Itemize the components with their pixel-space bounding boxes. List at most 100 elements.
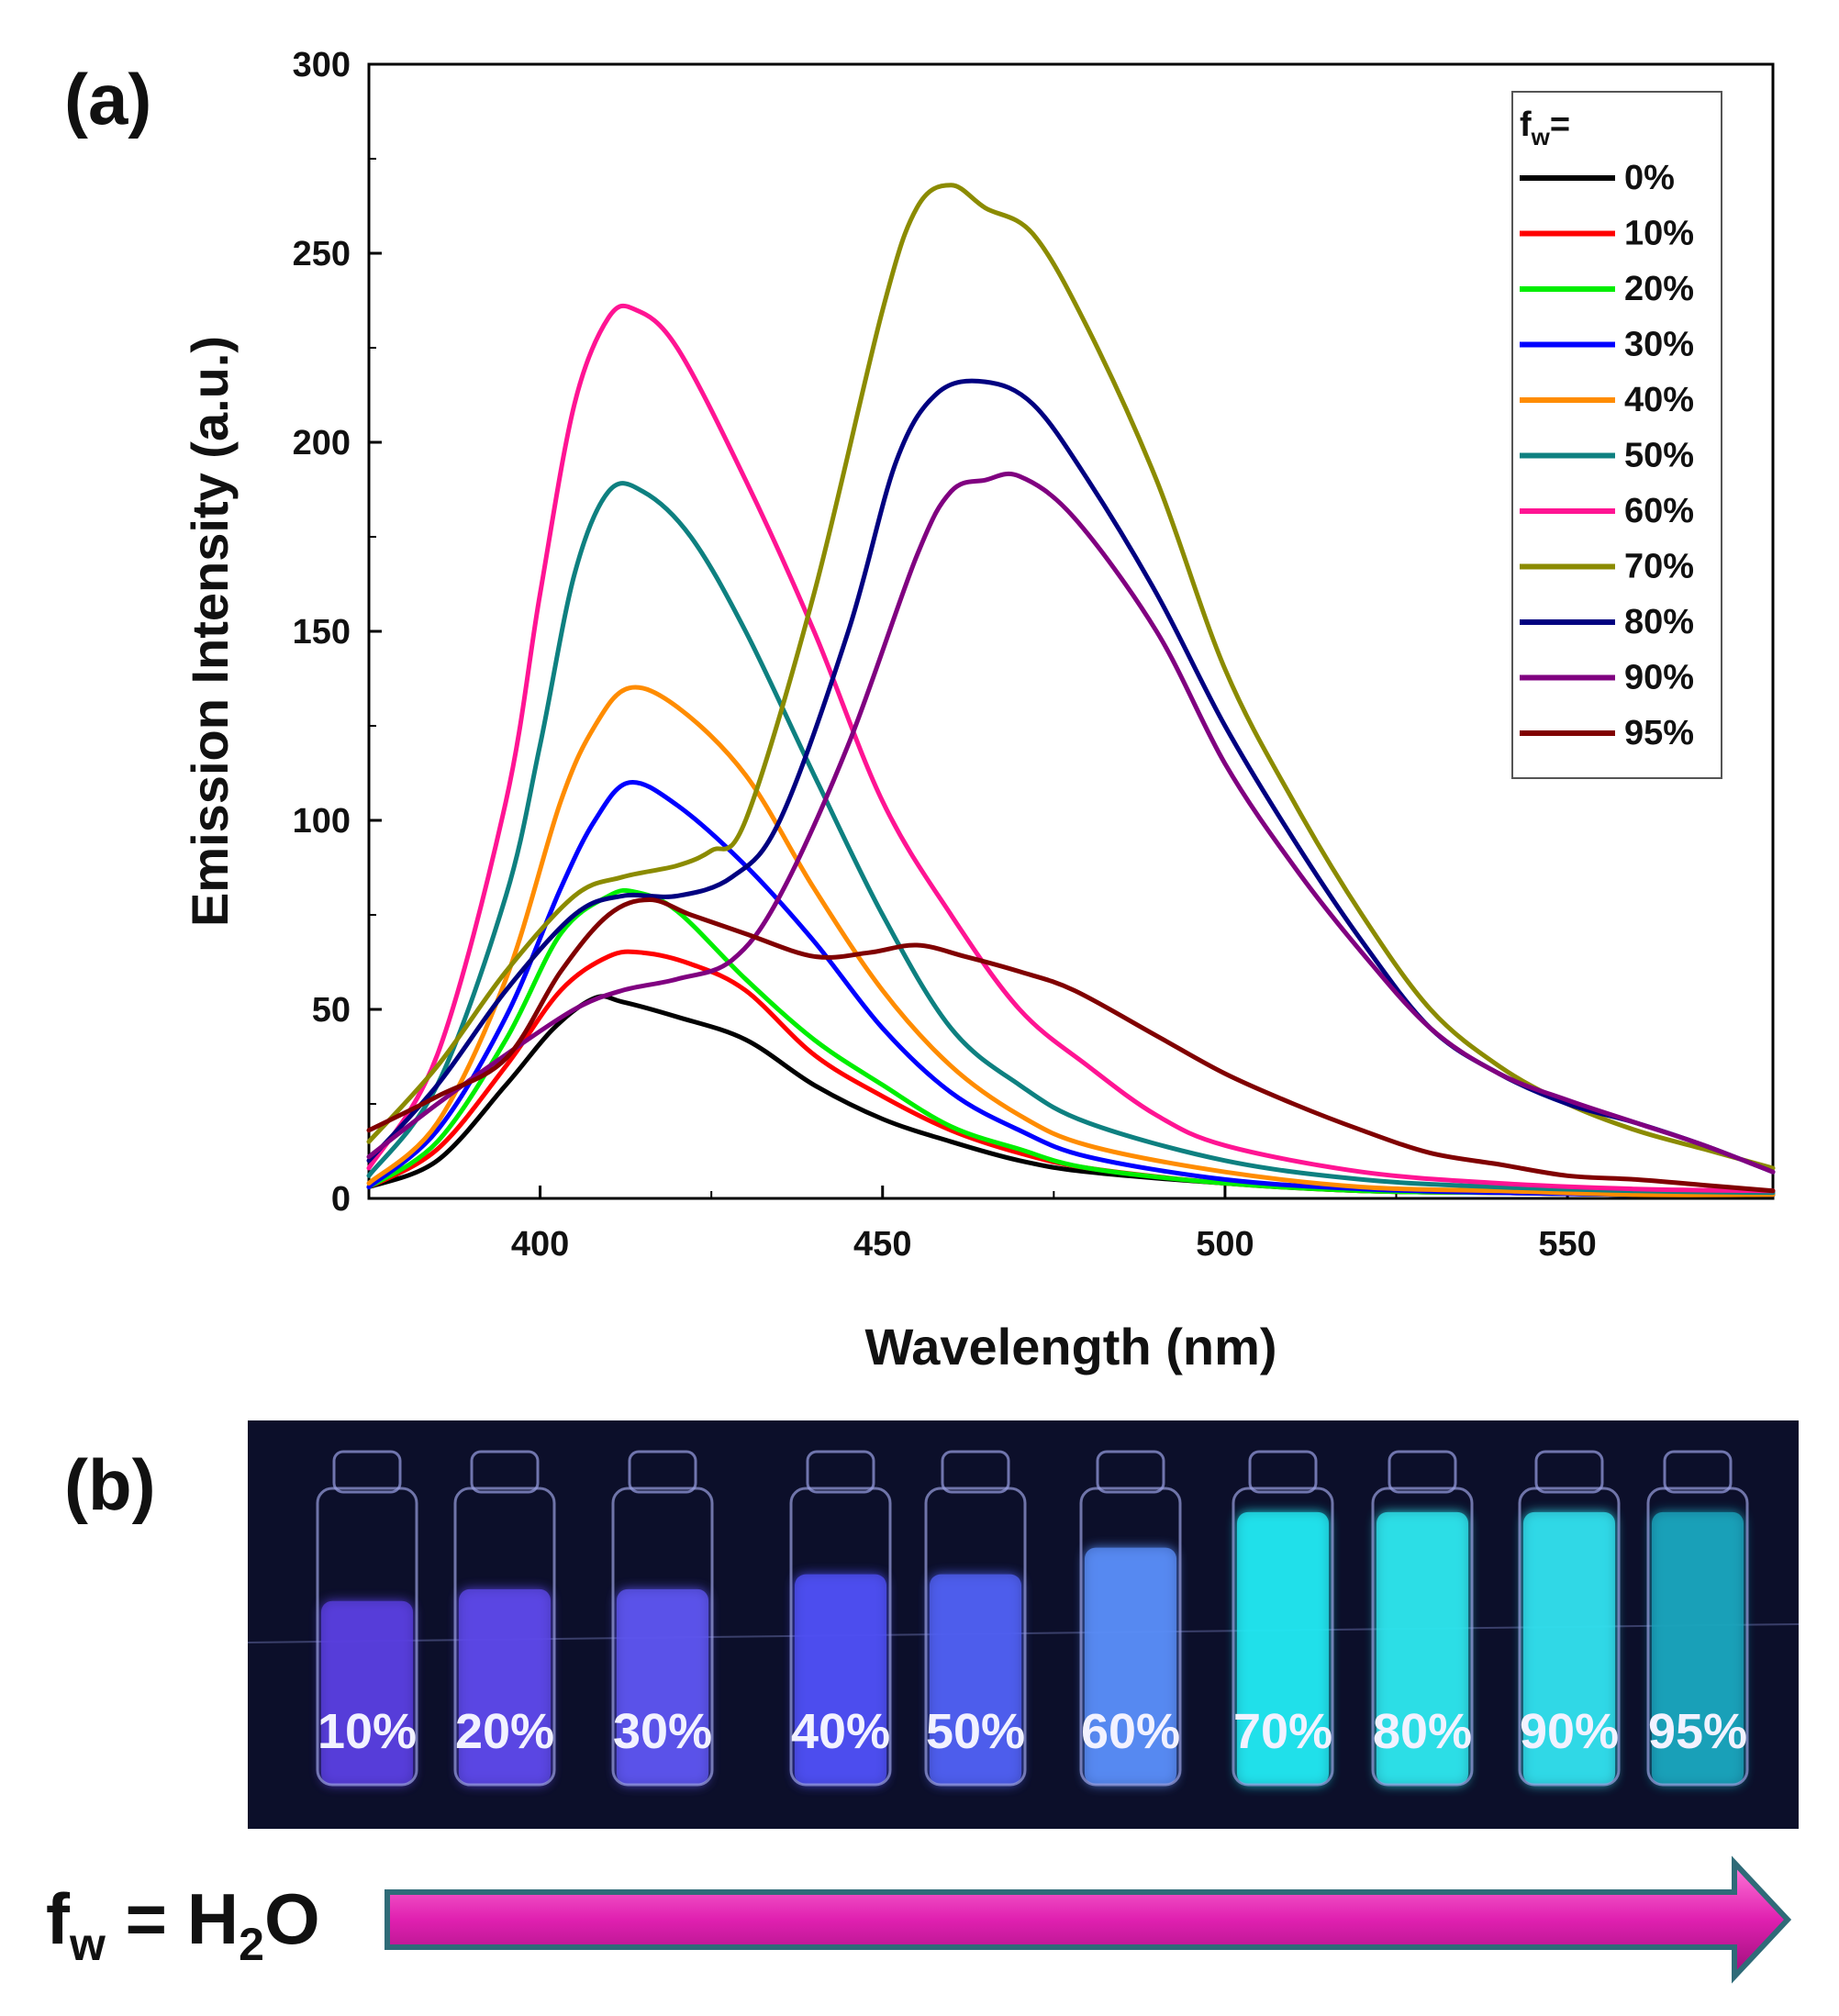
legend-title: fw=	[1520, 106, 1570, 150]
legend-title-eq: =	[1550, 106, 1570, 144]
legend-label-20pct: 20%	[1624, 270, 1694, 308]
vial-neck	[1534, 1450, 1604, 1494]
vial-glass	[789, 1487, 892, 1787]
vial-liquid	[617, 1588, 708, 1785]
x-tick-label-500: 500	[1196, 1225, 1254, 1264]
vial-label-80pct: 80%	[1373, 1704, 1472, 1759]
vial-neck	[1096, 1450, 1165, 1494]
vial-liquid	[930, 1574, 1021, 1785]
vial-neck	[806, 1450, 875, 1494]
water-fraction-indicator: fw = H2O	[46, 1855, 1792, 1984]
y-tick-label-150: 150	[293, 613, 351, 652]
vial-label-60pct: 60%	[1081, 1704, 1180, 1759]
vial-glass	[1371, 1487, 1474, 1787]
vial-glass	[1079, 1487, 1182, 1787]
x-axis-ticks: 400 450 500 550	[368, 1186, 1740, 1264]
vial-label-10pct: 10%	[318, 1704, 417, 1759]
vial-neck	[941, 1450, 1010, 1494]
legend-label-95pct: 95%	[1624, 714, 1694, 752]
bottom-sub-2: 2	[239, 1919, 264, 1970]
panel-a-label: (a)	[64, 59, 151, 139]
series-line-95pct	[366, 897, 1776, 1194]
vial-50pct: 50%	[924, 1450, 1027, 1787]
vial-glass	[611, 1487, 714, 1787]
vial-label-50pct: 50%	[926, 1704, 1025, 1759]
vial-liquid	[1523, 1511, 1615, 1785]
bottom-sub-w: w	[69, 1919, 106, 1970]
vial-95pct: 95%	[1646, 1450, 1749, 1787]
vial-glass	[924, 1487, 1027, 1787]
y-tick-label-300: 300	[293, 46, 351, 84]
legend-box	[1511, 91, 1722, 779]
bottom-equals-h: = H	[106, 1878, 239, 1959]
vial-20pct: 20%	[453, 1450, 556, 1787]
vial-neck	[1663, 1450, 1733, 1494]
vial-10pct: 10%	[316, 1450, 418, 1787]
fw-equals-h2o-label: fw = H2O	[46, 1878, 320, 1970]
series-line-20pct	[366, 887, 1776, 1197]
vial-liquid	[1652, 1511, 1744, 1785]
vial-label-90pct: 90%	[1520, 1704, 1619, 1759]
vial-70pct: 70%	[1232, 1450, 1334, 1787]
vial-neck	[1248, 1450, 1318, 1494]
vial-neck	[628, 1450, 697, 1494]
vial-30pct: 30%	[611, 1450, 714, 1787]
emission-chart: 400 450 500 550 0 50 100 150 200 250 300 Waveleng…	[181, 46, 1776, 1376]
series-line-70pct	[366, 183, 1776, 1171]
panel-b-label: (b)	[64, 1444, 156, 1525]
vials-photo: 10% 20% 30% 40% 50% 60% 70% 80% 90% 95%	[247, 1420, 1800, 1829]
vial-liquid	[321, 1600, 413, 1785]
legend-title-f: f	[1520, 106, 1532, 144]
vial-liquid	[1085, 1547, 1176, 1785]
legend-label-50pct: 50%	[1624, 437, 1694, 475]
vial-glass	[453, 1487, 556, 1787]
series-lines	[366, 183, 1776, 1197]
y-tick-label-50: 50	[312, 991, 351, 1030]
bottom-f: f	[46, 1878, 71, 1959]
vial-glass	[1518, 1487, 1621, 1787]
x-tick-label-550: 550	[1538, 1225, 1596, 1264]
legend-label-90pct: 90%	[1624, 659, 1694, 697]
series-line-60pct	[366, 303, 1776, 1194]
vial-40pct: 40%	[789, 1450, 892, 1787]
series-line-50pct	[366, 481, 1776, 1196]
vial-neck	[332, 1450, 402, 1494]
vial-liquid	[459, 1588, 551, 1785]
y-tick-label-250: 250	[293, 235, 351, 273]
vial-liquid	[1237, 1511, 1329, 1785]
legend: fw= 0% 10% 20% 30% 40% 50% 60% 70% 80% 90% 95%	[1511, 91, 1722, 779]
vial-glass	[1646, 1487, 1749, 1787]
vial-glass	[1232, 1487, 1334, 1787]
legend-title-sub: w	[1531, 123, 1551, 150]
vial-label-95pct: 95%	[1648, 1704, 1747, 1759]
legend-label-10pct: 10%	[1624, 215, 1694, 253]
y-tick-label-200: 200	[293, 424, 351, 462]
vial-liquid	[1376, 1511, 1468, 1785]
x-tick-label-400: 400	[511, 1225, 569, 1264]
legend-label-70pct: 70%	[1624, 548, 1694, 586]
legend-label-80pct: 80%	[1624, 603, 1694, 641]
x-tick-label-450: 450	[853, 1225, 911, 1264]
y-axis-ticks: 0 50 100 150 200 250 300	[293, 46, 382, 1219]
vial-80pct: 80%	[1371, 1450, 1474, 1787]
legend-label-0pct: 0%	[1624, 159, 1675, 197]
vial-90pct: 90%	[1518, 1450, 1621, 1787]
y-tick-label-100: 100	[293, 802, 351, 841]
vial-label-40pct: 40%	[791, 1704, 890, 1759]
vial-label-70pct: 70%	[1233, 1704, 1332, 1759]
y-axis-title: Emission Intensity (a.u.)	[181, 336, 239, 927]
vial-neck	[470, 1450, 540, 1494]
legend-label-30pct: 30%	[1624, 326, 1694, 364]
vial-neck	[1388, 1450, 1457, 1494]
legend-label-40pct: 40%	[1624, 381, 1694, 419]
vial-liquid	[795, 1574, 886, 1785]
legend-label-60pct: 60%	[1624, 492, 1694, 530]
vial-glass	[316, 1487, 418, 1787]
x-axis-title: Wavelength (nm)	[864, 1318, 1276, 1376]
vials-group: 10% 20% 30% 40% 50% 60% 70% 80% 90% 95%	[316, 1450, 1749, 1787]
vial-60pct: 60%	[1079, 1450, 1182, 1787]
vial-label-20pct: 20%	[455, 1704, 554, 1759]
series-line-90pct	[366, 471, 1776, 1175]
increase-arrow	[385, 1855, 1792, 1984]
